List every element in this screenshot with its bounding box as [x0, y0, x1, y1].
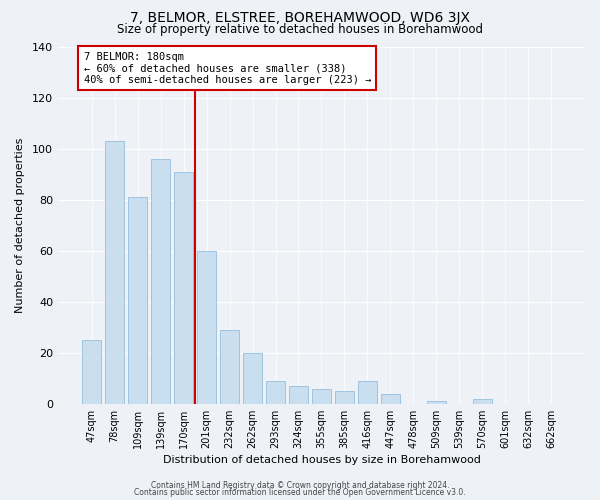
Text: Contains HM Land Registry data © Crown copyright and database right 2024.: Contains HM Land Registry data © Crown c…	[151, 480, 449, 490]
Bar	[266, 381, 285, 404]
Bar	[243, 353, 262, 404]
Bar	[335, 391, 354, 404]
Bar	[220, 330, 239, 404]
Bar	[358, 381, 377, 404]
Bar	[174, 172, 193, 404]
Bar	[311, 388, 331, 404]
Bar	[197, 250, 217, 404]
Bar	[82, 340, 101, 404]
Bar	[128, 197, 148, 404]
Text: 7, BELMOR, ELSTREE, BOREHAMWOOD, WD6 3JX: 7, BELMOR, ELSTREE, BOREHAMWOOD, WD6 3JX	[130, 11, 470, 25]
Bar	[380, 394, 400, 404]
X-axis label: Distribution of detached houses by size in Borehamwood: Distribution of detached houses by size …	[163, 455, 481, 465]
Bar	[473, 398, 492, 404]
Bar	[105, 141, 124, 404]
Y-axis label: Number of detached properties: Number of detached properties	[15, 138, 25, 313]
Bar	[427, 402, 446, 404]
Bar	[289, 386, 308, 404]
Text: Contains public sector information licensed under the Open Government Licence v3: Contains public sector information licen…	[134, 488, 466, 497]
Text: 7 BELMOR: 180sqm
← 60% of detached houses are smaller (338)
40% of semi-detached: 7 BELMOR: 180sqm ← 60% of detached house…	[83, 52, 371, 85]
Bar	[151, 159, 170, 404]
Text: Size of property relative to detached houses in Borehamwood: Size of property relative to detached ho…	[117, 22, 483, 36]
